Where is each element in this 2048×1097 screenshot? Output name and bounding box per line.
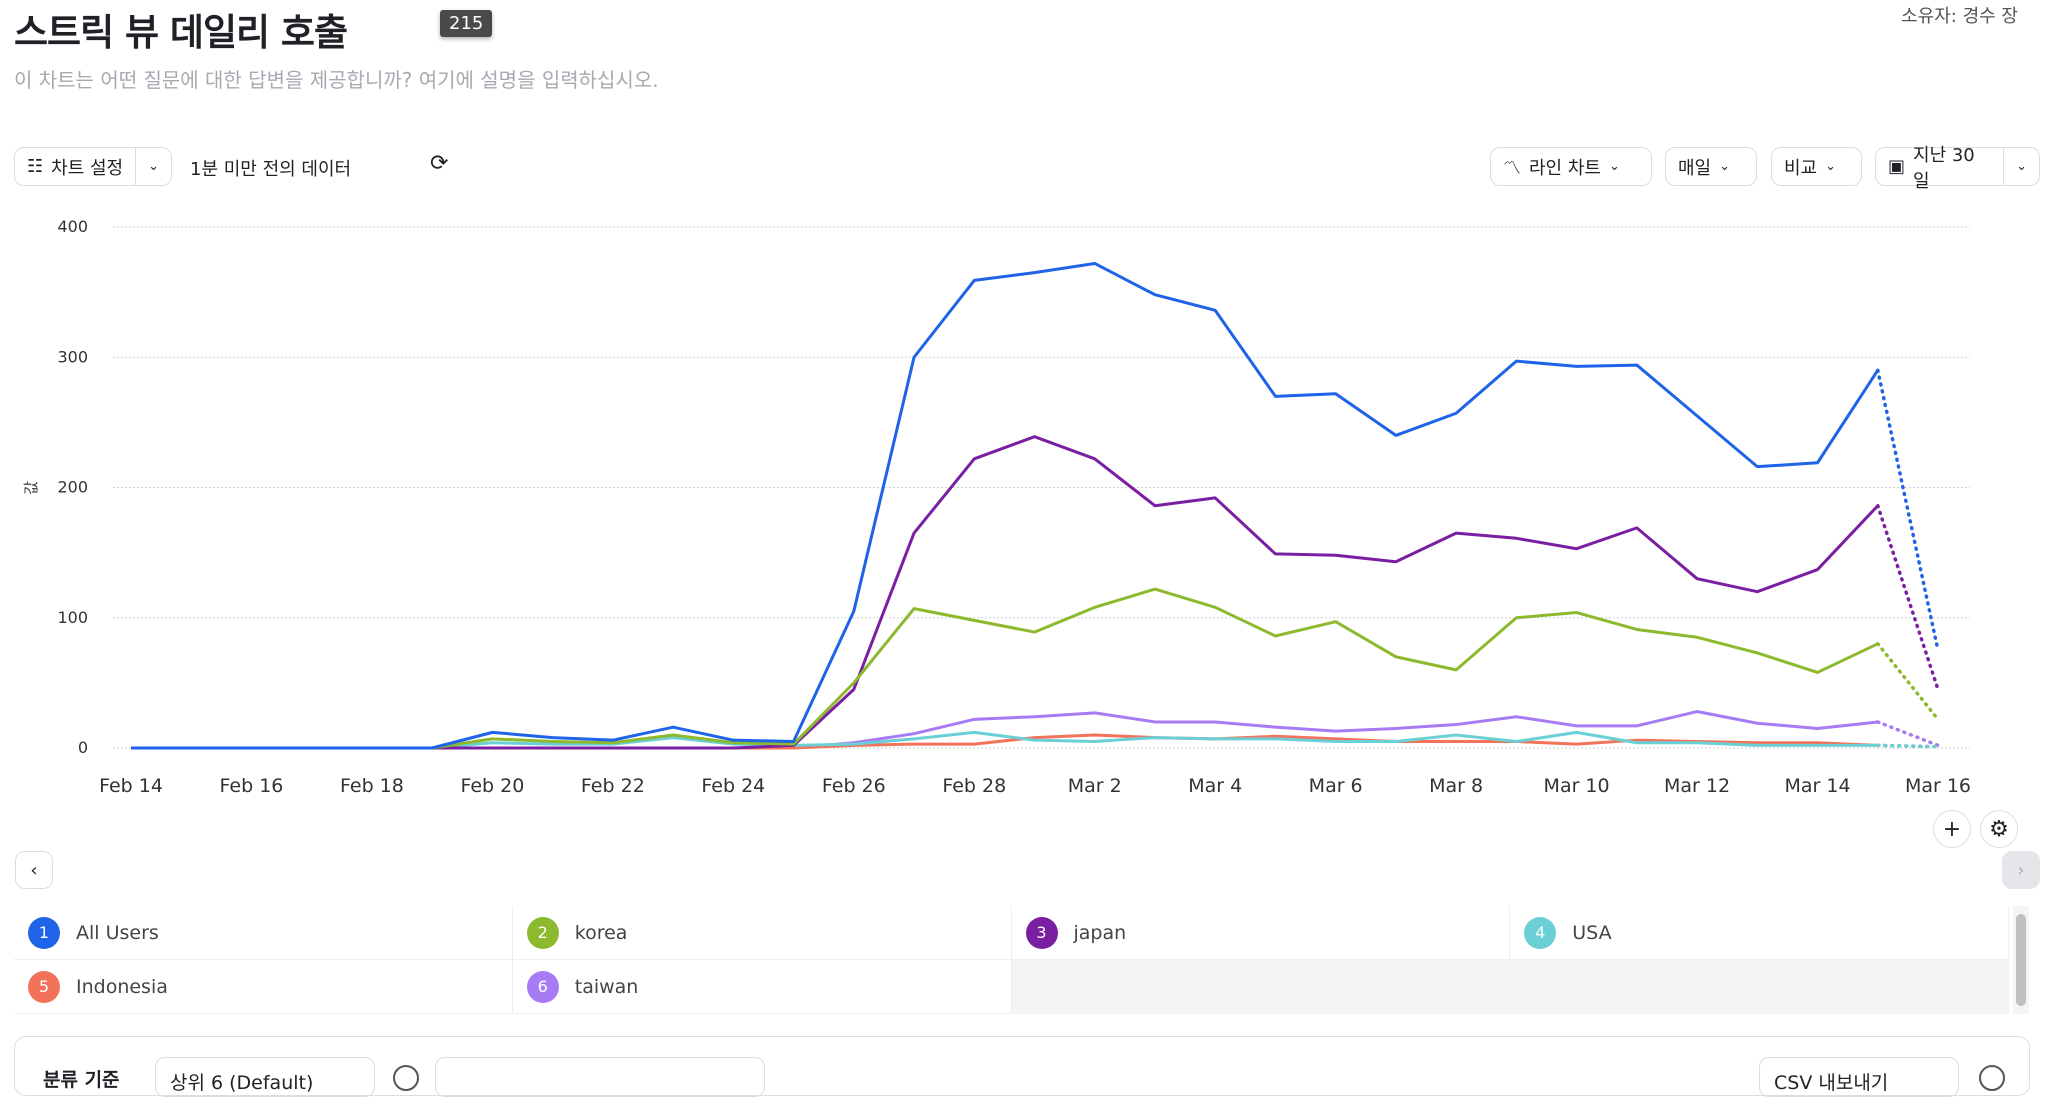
x-tick-label: Mar 12	[1664, 775, 1730, 797]
x-tick-label: Feb 16	[220, 775, 284, 797]
group-by-label: 분류 기준	[43, 1069, 120, 1091]
x-tick-label: Mar 4	[1188, 775, 1242, 797]
series-label: All Users	[76, 921, 159, 944]
x-tick-label: Mar 10	[1544, 775, 1610, 797]
owner-label: 소유자: 경수 장	[1901, 6, 2018, 27]
legend-scrollbar[interactable]	[2013, 906, 2029, 1014]
legend-prev-button[interactable]: ‹	[15, 851, 53, 889]
series-incomplete-segment	[1876, 503, 1940, 692]
chart-settings-dropdown[interactable]: ⌄	[135, 148, 171, 185]
interval-label: 매일	[1678, 157, 1712, 179]
x-tick-label: Feb 28	[942, 775, 1006, 797]
series-incomplete-segment	[1876, 743, 1940, 749]
y-tick-label: 300	[57, 347, 88, 366]
series-number-badge: 2	[526, 916, 559, 949]
series-incomplete-segment	[1876, 642, 1940, 722]
y-tick-label: 0	[78, 738, 88, 757]
search-input[interactable]	[435, 1057, 765, 1097]
data-age-label: 1분 미만 전의 데이터	[190, 159, 352, 180]
series-incomplete-segment	[1876, 720, 1940, 748]
date-range-picker[interactable]: ▣ 지난 30일 ⌄	[1875, 145, 2040, 192]
legend-item[interactable]: 3 japan	[1011, 906, 1511, 960]
legend-item[interactable]: 6 taiwan	[512, 960, 1012, 1014]
hover-tooltip: 215	[440, 10, 493, 37]
series-line-korea	[131, 587, 1879, 750]
date-range-label: 지난 30일	[1913, 144, 1975, 192]
x-tick-label: Mar 6	[1309, 775, 1363, 797]
series-number-badge: 4	[1524, 916, 1557, 949]
x-tick-label: Feb 18	[340, 775, 404, 797]
legend-item[interactable]: 1 All Users	[14, 906, 513, 960]
legend-table: 1 All Users 2 korea 3 japan 4 USA 5 Indonesia 6 tai…	[14, 906, 2009, 1014]
page-title: 스트릭 뷰 데일리 호출	[14, 11, 348, 54]
calendar-icon: ▣	[1888, 156, 1906, 177]
x-tick-label: Feb 22	[581, 775, 645, 797]
sliders-icon: ☷	[27, 156, 44, 177]
x-tick-label: Feb 14	[99, 775, 163, 797]
series-line-all-users	[131, 261, 1880, 750]
x-tick-label: Feb 26	[822, 775, 886, 797]
series-number-badge: 1	[28, 916, 60, 949]
chevron-right-icon: ›	[2017, 859, 2025, 881]
x-tick-label: Feb 24	[701, 775, 765, 797]
chevron-down-icon: ⌄	[2016, 159, 2027, 174]
info-icon[interactable]	[1979, 1065, 2005, 1091]
y-tick-label: 400	[57, 217, 88, 236]
series-label: Indonesia	[76, 975, 168, 998]
y-tick-label: 100	[57, 608, 88, 627]
series-label: korea	[574, 921, 628, 944]
series-line-japan	[131, 435, 1879, 750]
chart-settings-label: 차트 설정	[51, 157, 124, 179]
chart-settings-button[interactable]: ☷ 차트 설정 ⌄	[14, 147, 173, 186]
chevron-down-icon: ⌄	[148, 159, 160, 174]
interval-dropdown[interactable]: 매일 ⌄	[1665, 147, 1757, 186]
date-range-dropdown[interactable]: ⌄	[2003, 148, 2039, 185]
chevron-down-icon: ⌄	[1825, 159, 1837, 174]
breakdown-panel: 분류 기준 상위 6 (Default) CSV 내보내기	[14, 1036, 2030, 1097]
gear-icon: ⚙	[1989, 816, 2009, 842]
legend-item[interactable]: 4 USA	[1510, 906, 2009, 960]
series-label: USA	[1572, 921, 1612, 944]
y-tick-label: 200	[57, 478, 88, 497]
x-tick-label: Mar 16	[1905, 775, 1971, 797]
x-tick-label: Mar 8	[1429, 775, 1483, 797]
line-chart-icon: 〽	[1503, 157, 1521, 179]
series-number-badge: 6	[526, 970, 559, 1003]
series-incomplete-segment	[1876, 368, 1940, 653]
chart-settings-gear-button[interactable]: ⚙	[1980, 810, 2018, 848]
x-tick-label: Mar 14	[1784, 775, 1850, 797]
add-button[interactable]: +	[1933, 810, 1971, 848]
y-axis-label: 값	[22, 481, 40, 495]
series-label: taiwan	[574, 975, 639, 998]
csv-export-button[interactable]: CSV 내보내기	[1759, 1057, 1959, 1097]
legend-empty-area	[1011, 960, 2009, 1014]
chart-type-label: 라인 차트	[1529, 157, 1601, 179]
info-icon[interactable]	[393, 1065, 419, 1091]
x-tick-label: Mar 2	[1068, 775, 1122, 797]
series-label: japan	[1073, 921, 1127, 944]
series-number-badge: 5	[28, 970, 60, 1003]
legend-item[interactable]: 5 Indonesia	[14, 960, 513, 1014]
legend-next-button[interactable]: ›	[2002, 851, 2040, 889]
compare-dropdown[interactable]: 비교 ⌄	[1771, 147, 1862, 186]
chart-type-dropdown[interactable]: 〽 라인 차트 ⌄	[1490, 147, 1652, 186]
plus-icon: +	[1942, 816, 1962, 842]
chevron-down-icon: ⌄	[1608, 159, 1620, 174]
refresh-icon[interactable]: ⟳	[430, 151, 449, 176]
line-chart[interactable]: 0 100 200 300 400 값 Feb 14 Feb 16 Feb 18 Feb 20 Fe…	[0, 200, 2048, 800]
series-number-badge: 3	[1025, 916, 1058, 949]
compare-label: 비교	[1784, 157, 1818, 179]
description-input[interactable]: 이 차트는 어떤 질문에 대한 답변을 제공합니까? 여기에 설명을 입력하십시…	[14, 68, 659, 92]
legend-item[interactable]: 2 korea	[512, 906, 1012, 960]
group-by-select[interactable]: 상위 6 (Default)	[155, 1057, 375, 1097]
chevron-down-icon: ⌄	[1719, 159, 1731, 174]
chevron-left-icon: ‹	[30, 859, 38, 881]
x-tick-label: Feb 20	[460, 775, 524, 797]
